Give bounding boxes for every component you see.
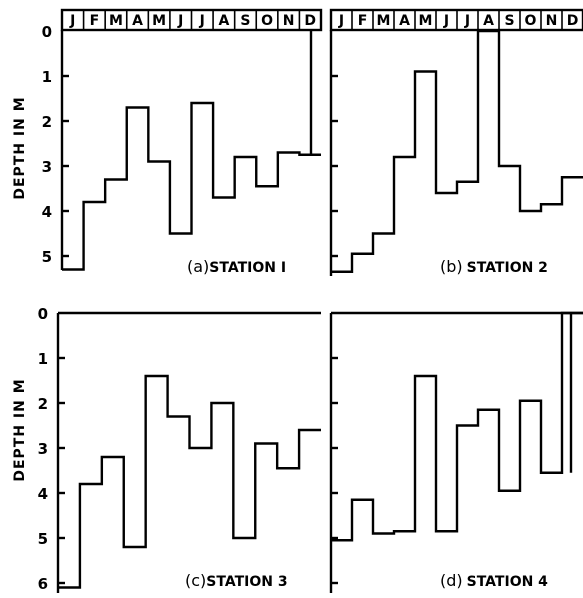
station-name-a: STATION I bbox=[209, 260, 286, 276]
station-label-c: (c)STATION 3 bbox=[185, 571, 288, 590]
month-label: J bbox=[177, 13, 183, 29]
month-label: A bbox=[218, 13, 229, 29]
depth-step-series bbox=[331, 311, 583, 542]
y-tick-label: 0 bbox=[42, 23, 52, 41]
y-tick-label: 4 bbox=[38, 485, 48, 503]
station-name-b: STATION 2 bbox=[467, 260, 548, 276]
station-tag-b: (b) bbox=[440, 257, 463, 276]
month-label: M bbox=[377, 13, 391, 29]
station-tag-a: (a) bbox=[187, 257, 209, 276]
y-tick-label: 2 bbox=[38, 395, 48, 413]
month-label: F bbox=[358, 13, 368, 29]
panel-station-3: 0 1 2 3 4 5 6 bbox=[38, 305, 321, 593]
y-tick-label: 1 bbox=[38, 350, 48, 368]
station-tag-c: (c) bbox=[185, 571, 206, 590]
panel-station-4 bbox=[329, 311, 583, 593]
month-label: M bbox=[109, 13, 123, 29]
station-label-a: (a)STATION I bbox=[187, 257, 286, 276]
y-tick-label: 4 bbox=[42, 203, 52, 221]
month-label: A bbox=[132, 13, 143, 29]
y-axis-title-bottom: DEPTH IN M bbox=[12, 378, 28, 481]
station-label-d: (d) STATION 4 bbox=[440, 571, 548, 590]
month-label: O bbox=[261, 13, 273, 29]
month-label: J bbox=[69, 13, 75, 29]
month-label: A bbox=[483, 13, 494, 29]
station-tag-d: (d) bbox=[440, 571, 463, 590]
y-tick-label: 5 bbox=[38, 530, 48, 548]
month-label: J bbox=[464, 13, 470, 29]
month-label: S bbox=[504, 13, 514, 29]
depth-step-series bbox=[58, 374, 321, 589]
month-label: N bbox=[283, 13, 295, 29]
y-tick-label: 6 bbox=[38, 575, 48, 593]
month-label: F bbox=[90, 13, 100, 29]
y-tick-label: 3 bbox=[42, 158, 52, 176]
month-label: N bbox=[546, 13, 558, 29]
month-label: O bbox=[525, 13, 537, 29]
y-axis-title-top: DEPTH IN M bbox=[12, 96, 28, 199]
y-tick-label: 5 bbox=[42, 248, 52, 266]
y-tick-label: 1 bbox=[42, 68, 52, 86]
month-label: S bbox=[240, 13, 250, 29]
month-label: J bbox=[443, 13, 449, 29]
station-label-b: (b) STATION 2 bbox=[440, 257, 548, 276]
month-label: A bbox=[399, 13, 410, 29]
month-label: D bbox=[304, 13, 316, 29]
y-tick-label: 0 bbox=[38, 305, 48, 323]
station-name-d: STATION 4 bbox=[467, 574, 549, 590]
depth-step-series bbox=[62, 101, 321, 271]
depth-step-series bbox=[331, 29, 583, 273]
station-name-c: STATION 3 bbox=[206, 574, 287, 590]
month-label: M bbox=[419, 13, 433, 29]
y-tick-label: 2 bbox=[42, 113, 52, 131]
month-label: J bbox=[199, 13, 205, 29]
month-label: J bbox=[338, 13, 344, 29]
month-label: D bbox=[567, 13, 579, 29]
month-label: M bbox=[152, 13, 166, 29]
y-tick-label: 3 bbox=[38, 440, 48, 458]
